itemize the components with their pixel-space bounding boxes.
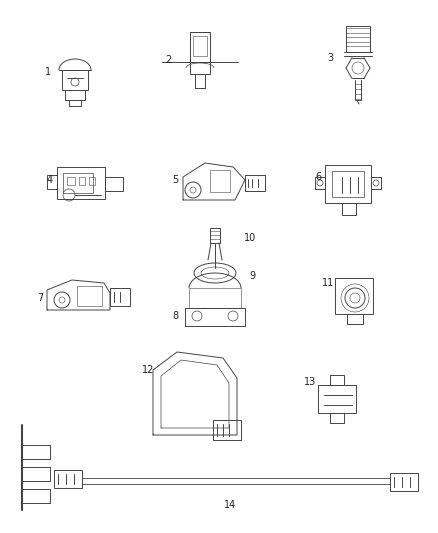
Bar: [57, 167, 105, 199]
Bar: [210, 170, 230, 192]
Text: 3: 3: [327, 53, 333, 63]
Bar: [62, 70, 88, 90]
Bar: [67, 177, 75, 185]
Bar: [330, 413, 344, 423]
Text: 9: 9: [249, 271, 255, 281]
Bar: [54, 470, 82, 488]
Bar: [47, 175, 57, 189]
Bar: [342, 203, 356, 215]
Bar: [189, 288, 241, 308]
Bar: [77, 286, 102, 306]
Bar: [185, 308, 245, 326]
Bar: [347, 314, 363, 324]
Bar: [245, 175, 265, 191]
Text: 11: 11: [322, 278, 334, 288]
Bar: [210, 228, 220, 243]
Bar: [89, 177, 95, 185]
Bar: [346, 26, 370, 52]
Bar: [315, 177, 325, 189]
Bar: [65, 90, 85, 100]
Text: 2: 2: [165, 55, 171, 65]
Bar: [110, 288, 130, 306]
Bar: [105, 177, 123, 191]
Bar: [390, 473, 418, 491]
Bar: [371, 177, 381, 189]
Bar: [79, 177, 85, 185]
Bar: [325, 165, 371, 203]
Bar: [213, 420, 241, 440]
Bar: [63, 173, 93, 193]
Bar: [193, 36, 207, 56]
Text: 4: 4: [47, 175, 53, 185]
Bar: [332, 171, 364, 197]
Text: 6: 6: [315, 172, 321, 182]
Text: 7: 7: [37, 293, 43, 303]
Text: 8: 8: [172, 311, 178, 321]
Text: 10: 10: [244, 233, 256, 243]
Bar: [190, 32, 210, 62]
Bar: [335, 278, 373, 314]
Text: 5: 5: [172, 175, 178, 185]
Text: 1: 1: [45, 67, 51, 77]
Text: 12: 12: [142, 365, 154, 375]
Bar: [190, 62, 210, 74]
Bar: [330, 375, 344, 385]
Text: 14: 14: [224, 500, 236, 510]
Bar: [318, 385, 356, 413]
Text: 13: 13: [304, 377, 316, 387]
